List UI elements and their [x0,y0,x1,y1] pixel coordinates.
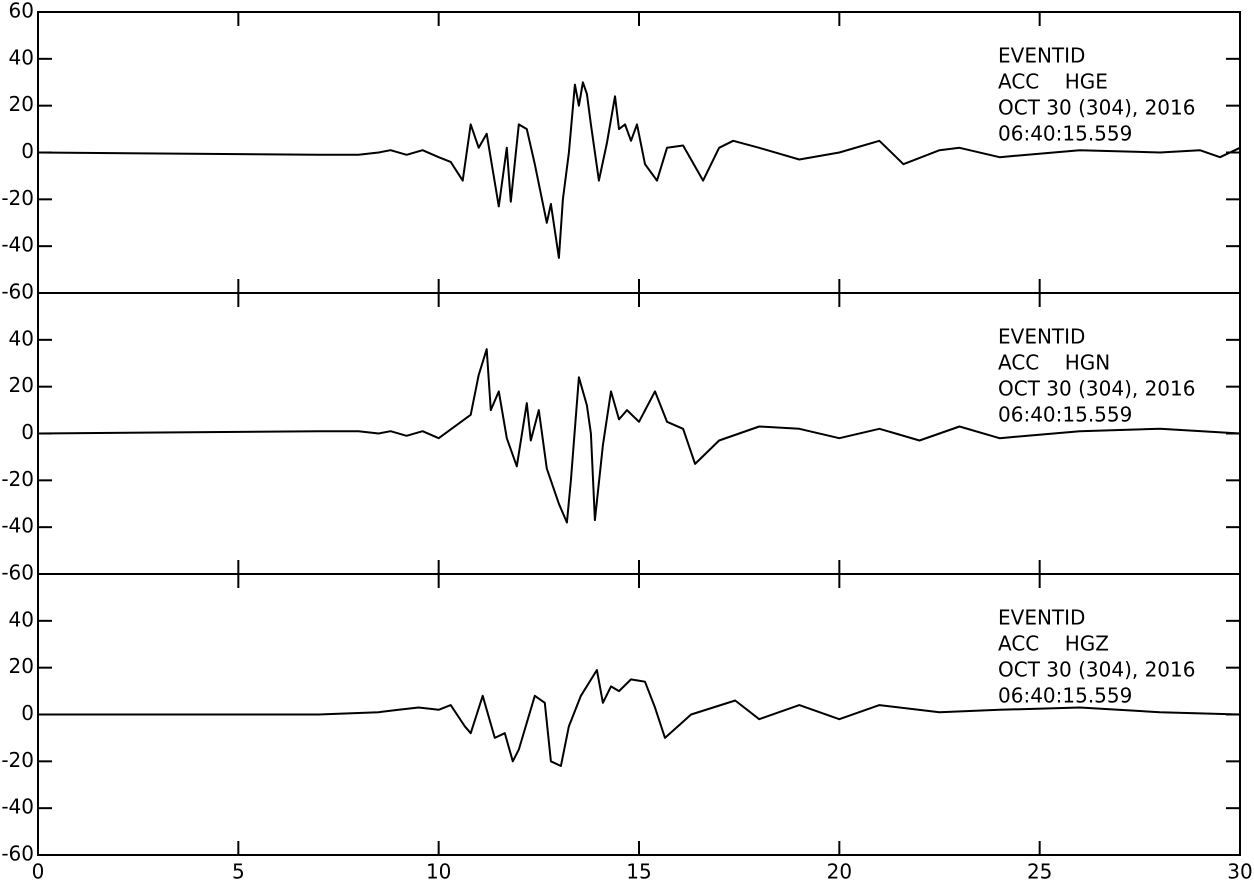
x-tick-label: 5 [232,860,245,884]
y-tick-label: 20 [9,373,34,397]
y-tick-label: -60 [1,842,34,866]
y-tick-label: 40 [9,607,34,631]
y-tick-label: 0 [21,139,34,163]
trace-label: 06:40:15.559 [998,122,1132,146]
trace [37,348,1241,524]
trace-label: 06:40:15.559 [998,684,1132,708]
trace-label: EVENTID [998,606,1085,630]
x-tick-label: 0 [32,860,45,884]
y-tick-label: -60 [1,561,34,585]
trace-label: ACC HGN [998,351,1110,375]
x-tick-label: 25 [1027,860,1052,884]
y-tick-label: 60 [9,0,34,23]
trace [37,81,1241,259]
x-tick-label: 20 [827,860,852,884]
trace-label: OCT 30 (304), 2016 [998,658,1195,682]
x-tick-label: 10 [426,860,451,884]
y-tick-label: -20 [1,748,34,772]
y-tick-label: 40 [9,326,34,350]
y-tick-label: -20 [1,186,34,210]
y-tick-label: -60 [1,280,34,304]
trace-label: ACC HGZ [998,632,1109,656]
trace-label: OCT 30 (304), 2016 [998,96,1195,120]
trace-label: EVENTID [998,44,1085,68]
trace-label: 06:40:15.559 [998,403,1132,427]
x-tick-label: 15 [626,860,651,884]
trace-label: EVENTID [998,325,1085,349]
trace-label: ACC HGE [998,70,1108,94]
y-tick-label: 20 [9,92,34,116]
x-tick-label: 30 [1227,860,1252,884]
trace-label: OCT 30 (304), 2016 [998,377,1195,401]
y-tick-label: -40 [1,233,34,257]
y-tick-label: 0 [21,701,34,725]
trace [38,669,1241,767]
y-tick-label: -40 [1,514,34,538]
y-tick-label: 20 [9,654,34,678]
y-tick-label: 40 [9,45,34,69]
y-tick-label: -40 [1,795,34,819]
y-tick-label: 0 [21,420,34,444]
y-tick-label: -20 [1,467,34,491]
